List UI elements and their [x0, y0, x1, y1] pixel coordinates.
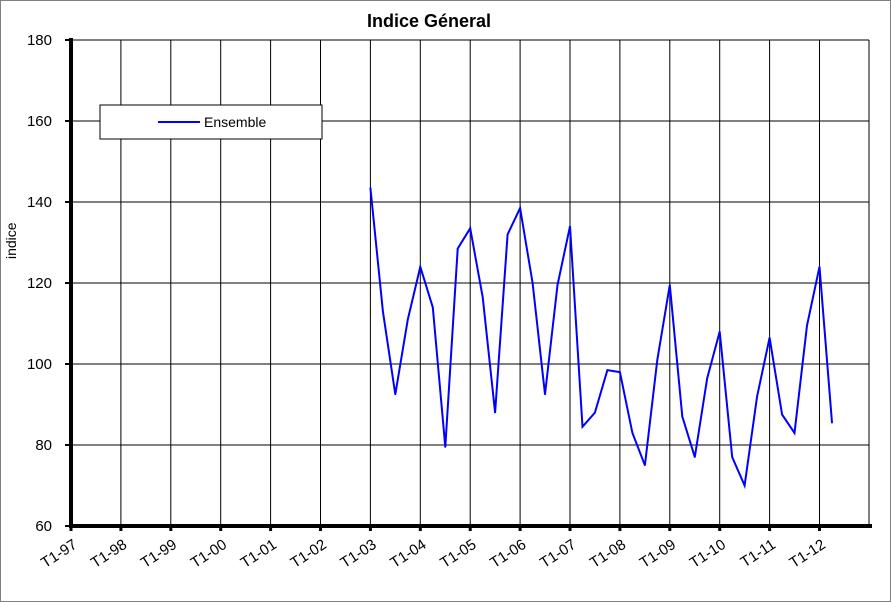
x-tick-label: T1-11	[738, 536, 779, 571]
data-point	[731, 456, 733, 458]
x-tick-label: T1-99	[138, 536, 180, 572]
data-point	[619, 371, 621, 373]
data-point	[644, 464, 646, 467]
data-point	[706, 377, 709, 379]
x-tick-label: T1-12	[787, 536, 829, 572]
data-point	[506, 233, 509, 236]
data-point	[556, 284, 559, 286]
x-tick-label: T1-97	[38, 536, 80, 572]
axes	[65, 38, 872, 531]
data-point	[806, 324, 808, 327]
data-point	[481, 296, 484, 298]
data-point	[743, 484, 746, 487]
data-point	[494, 411, 496, 414]
y-tick-label: 120	[27, 275, 52, 292]
y-tick-label: 140	[27, 194, 52, 211]
data-point	[531, 282, 534, 284]
data-point	[631, 432, 634, 434]
x-tick-label: T1-02	[288, 536, 330, 572]
data-point	[431, 306, 434, 309]
data-point	[793, 432, 796, 434]
y-tick-label: 160	[27, 113, 52, 130]
data-point	[693, 456, 696, 458]
y-tick-labels: 60 80 100 120 140 160 180	[27, 32, 52, 535]
data-point	[519, 207, 521, 209]
data-point	[681, 415, 684, 418]
x-tick-label: T1-08	[587, 536, 629, 572]
y-tick-label: 180	[27, 32, 52, 49]
chart-title: Indice Géneral	[366, 11, 492, 31]
data-point	[581, 425, 584, 428]
data-point	[456, 247, 459, 250]
x-tick-labels: T1-97 T1-98 T1-99 T1-00 T1-01 T1-02 T1-03 T1-04…	[38, 536, 829, 572]
x-tick-label: T1-04	[387, 536, 429, 572]
y-tick-label: 100	[27, 356, 52, 373]
x-tick-label: T1-10	[687, 536, 729, 572]
series-line-ensemble	[369, 187, 833, 490]
x-tick-label: T1-05	[437, 536, 479, 572]
data-point	[594, 411, 596, 414]
data-point	[781, 413, 783, 416]
x-tick-label: T1-00	[188, 536, 230, 572]
data-point	[419, 266, 422, 268]
data-point	[831, 421, 833, 424]
y-tick-label: 60	[35, 518, 52, 535]
data-point	[382, 310, 384, 313]
legend-label: Ensemble	[204, 114, 266, 130]
y-tick-label: 80	[35, 437, 52, 454]
data-point	[569, 225, 571, 228]
x-tick-label: T1-03	[337, 536, 379, 572]
data-point	[469, 227, 472, 230]
data-point	[818, 266, 821, 268]
x-tick-label: T1-01	[238, 536, 280, 572]
data-point	[718, 330, 721, 333]
data-point	[444, 446, 447, 448]
data-point	[768, 336, 771, 339]
data-point	[606, 369, 609, 371]
x-tick-label: T1-98	[88, 536, 130, 572]
data-point	[656, 359, 659, 361]
data-point	[369, 187, 372, 189]
x-tick-label: T1-07	[537, 536, 579, 572]
data-point	[544, 393, 546, 396]
legend: Ensemble	[99, 104, 323, 140]
series-layer	[369, 187, 833, 490]
data-point	[756, 395, 758, 398]
legend-box	[99, 104, 323, 140]
data-point	[669, 284, 671, 286]
data-point	[407, 318, 409, 321]
x-tick-label: T1-06	[487, 536, 529, 572]
x-tick-label: T1-09	[637, 536, 679, 572]
data-point	[394, 393, 397, 396]
